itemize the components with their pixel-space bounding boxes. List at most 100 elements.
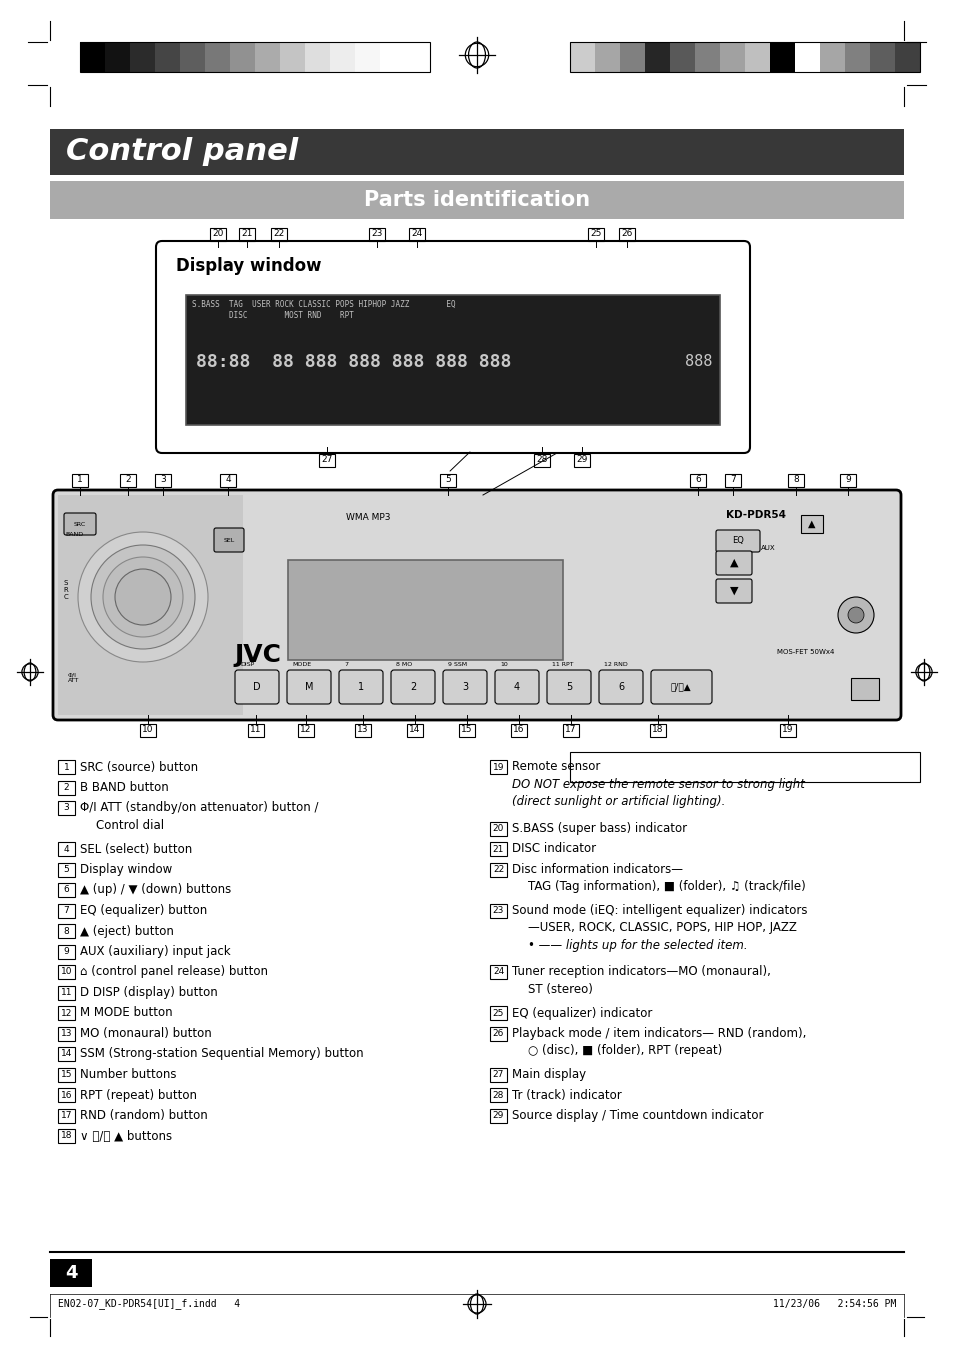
Text: 19: 19 bbox=[493, 763, 504, 772]
Text: Remote sensor: Remote sensor bbox=[512, 760, 599, 773]
Text: EQ: EQ bbox=[731, 537, 743, 545]
Bar bbox=[490, 822, 506, 836]
Text: RPT (repeat) button: RPT (repeat) button bbox=[80, 1088, 196, 1102]
Bar bbox=[154, 42, 180, 72]
Bar bbox=[490, 863, 506, 876]
Bar bbox=[569, 42, 595, 72]
Bar bbox=[724, 473, 740, 487]
Text: 4: 4 bbox=[65, 1264, 77, 1282]
Text: 7: 7 bbox=[729, 476, 735, 484]
Bar bbox=[80, 42, 105, 72]
Text: 25: 25 bbox=[590, 230, 601, 238]
Circle shape bbox=[91, 545, 194, 649]
FancyBboxPatch shape bbox=[338, 671, 382, 704]
Text: Disc information indicators—: Disc information indicators— bbox=[512, 863, 682, 876]
Text: 3: 3 bbox=[160, 476, 166, 484]
Bar bbox=[58, 945, 75, 959]
Bar bbox=[50, 181, 903, 219]
Text: ST (stereo): ST (stereo) bbox=[527, 983, 592, 996]
Text: Parts identification: Parts identification bbox=[363, 191, 590, 210]
Bar bbox=[840, 473, 855, 487]
Text: 6: 6 bbox=[64, 886, 70, 895]
Text: 9: 9 bbox=[844, 476, 850, 484]
Bar bbox=[369, 227, 385, 241]
Bar bbox=[186, 295, 720, 425]
Bar bbox=[318, 453, 335, 466]
Text: 5: 5 bbox=[565, 681, 572, 692]
Text: 2: 2 bbox=[64, 783, 70, 792]
Text: 1: 1 bbox=[64, 763, 70, 772]
Bar bbox=[649, 723, 665, 737]
Text: M MODE button: M MODE button bbox=[80, 1006, 172, 1019]
Text: 8: 8 bbox=[792, 476, 798, 484]
Text: 18: 18 bbox=[61, 1132, 72, 1141]
Bar bbox=[787, 473, 803, 487]
Bar bbox=[130, 42, 154, 72]
Text: S.BASS (super bass) indicator: S.BASS (super bass) indicator bbox=[512, 822, 686, 836]
Text: 25: 25 bbox=[493, 1009, 503, 1018]
Bar bbox=[844, 42, 869, 72]
FancyBboxPatch shape bbox=[650, 671, 711, 704]
Bar bbox=[355, 723, 371, 737]
Text: DISC        MOST RND    RPT: DISC MOST RND RPT bbox=[192, 311, 354, 320]
FancyBboxPatch shape bbox=[287, 671, 331, 704]
Text: Playback mode / item indicators— RND (random),: Playback mode / item indicators— RND (ra… bbox=[512, 1028, 805, 1040]
Bar bbox=[569, 752, 919, 781]
FancyBboxPatch shape bbox=[546, 671, 590, 704]
Bar bbox=[297, 723, 314, 737]
Text: SRC: SRC bbox=[73, 522, 86, 526]
Text: SRC (source) button: SRC (source) button bbox=[80, 760, 198, 773]
Bar bbox=[534, 453, 550, 466]
Bar bbox=[458, 723, 475, 737]
Text: DO NOT expose the remote sensor to strong light: DO NOT expose the remote sensor to stron… bbox=[512, 777, 804, 791]
Bar bbox=[105, 42, 130, 72]
Text: EQ (equalizer) button: EQ (equalizer) button bbox=[80, 904, 207, 917]
Text: SEL: SEL bbox=[223, 538, 234, 542]
Text: 16: 16 bbox=[61, 1091, 72, 1099]
Text: 3: 3 bbox=[461, 681, 468, 692]
Bar bbox=[850, 677, 878, 700]
Bar bbox=[720, 42, 744, 72]
FancyBboxPatch shape bbox=[495, 671, 538, 704]
Bar bbox=[71, 473, 88, 487]
Bar bbox=[58, 1026, 75, 1041]
Text: 19: 19 bbox=[781, 726, 793, 734]
FancyBboxPatch shape bbox=[64, 512, 96, 535]
Text: 17: 17 bbox=[61, 1111, 72, 1119]
Text: 3: 3 bbox=[64, 803, 70, 813]
Text: EQ (equalizer) indicator: EQ (equalizer) indicator bbox=[512, 1006, 652, 1019]
Bar bbox=[210, 227, 226, 241]
Text: 15: 15 bbox=[61, 1069, 72, 1079]
Text: 28: 28 bbox=[536, 456, 547, 465]
Bar bbox=[58, 1006, 75, 1019]
Text: KD-PDR54: KD-PDR54 bbox=[725, 510, 785, 521]
Text: ▲ (up) / ▼ (down) buttons: ▲ (up) / ▼ (down) buttons bbox=[80, 883, 231, 896]
Text: DISP: DISP bbox=[240, 662, 254, 667]
Text: Φ/I
ATT: Φ/I ATT bbox=[68, 672, 79, 683]
Text: 9 SSM: 9 SSM bbox=[448, 662, 467, 667]
Bar bbox=[140, 723, 156, 737]
Text: 29: 29 bbox=[493, 1111, 503, 1119]
FancyBboxPatch shape bbox=[391, 671, 435, 704]
Bar bbox=[695, 42, 720, 72]
Text: RND (random) button: RND (random) button bbox=[80, 1109, 208, 1122]
Bar bbox=[58, 883, 75, 896]
Bar bbox=[280, 42, 305, 72]
Text: DISC indicator: DISC indicator bbox=[512, 842, 596, 856]
Text: ▲: ▲ bbox=[807, 519, 815, 529]
Bar bbox=[490, 1006, 506, 1019]
Text: 23: 23 bbox=[371, 230, 382, 238]
FancyBboxPatch shape bbox=[442, 671, 486, 704]
Text: 8: 8 bbox=[64, 926, 70, 936]
FancyBboxPatch shape bbox=[234, 671, 278, 704]
Bar bbox=[689, 473, 705, 487]
Text: 10: 10 bbox=[142, 726, 153, 734]
Bar bbox=[490, 1068, 506, 1082]
Bar bbox=[58, 1046, 75, 1061]
Text: 17: 17 bbox=[565, 726, 577, 734]
Text: ▲ (eject) button: ▲ (eject) button bbox=[80, 925, 173, 937]
FancyBboxPatch shape bbox=[716, 530, 760, 552]
Text: SEL (select) button: SEL (select) button bbox=[80, 842, 193, 856]
Text: 11: 11 bbox=[250, 726, 261, 734]
Text: S
R
C: S R C bbox=[64, 580, 69, 600]
